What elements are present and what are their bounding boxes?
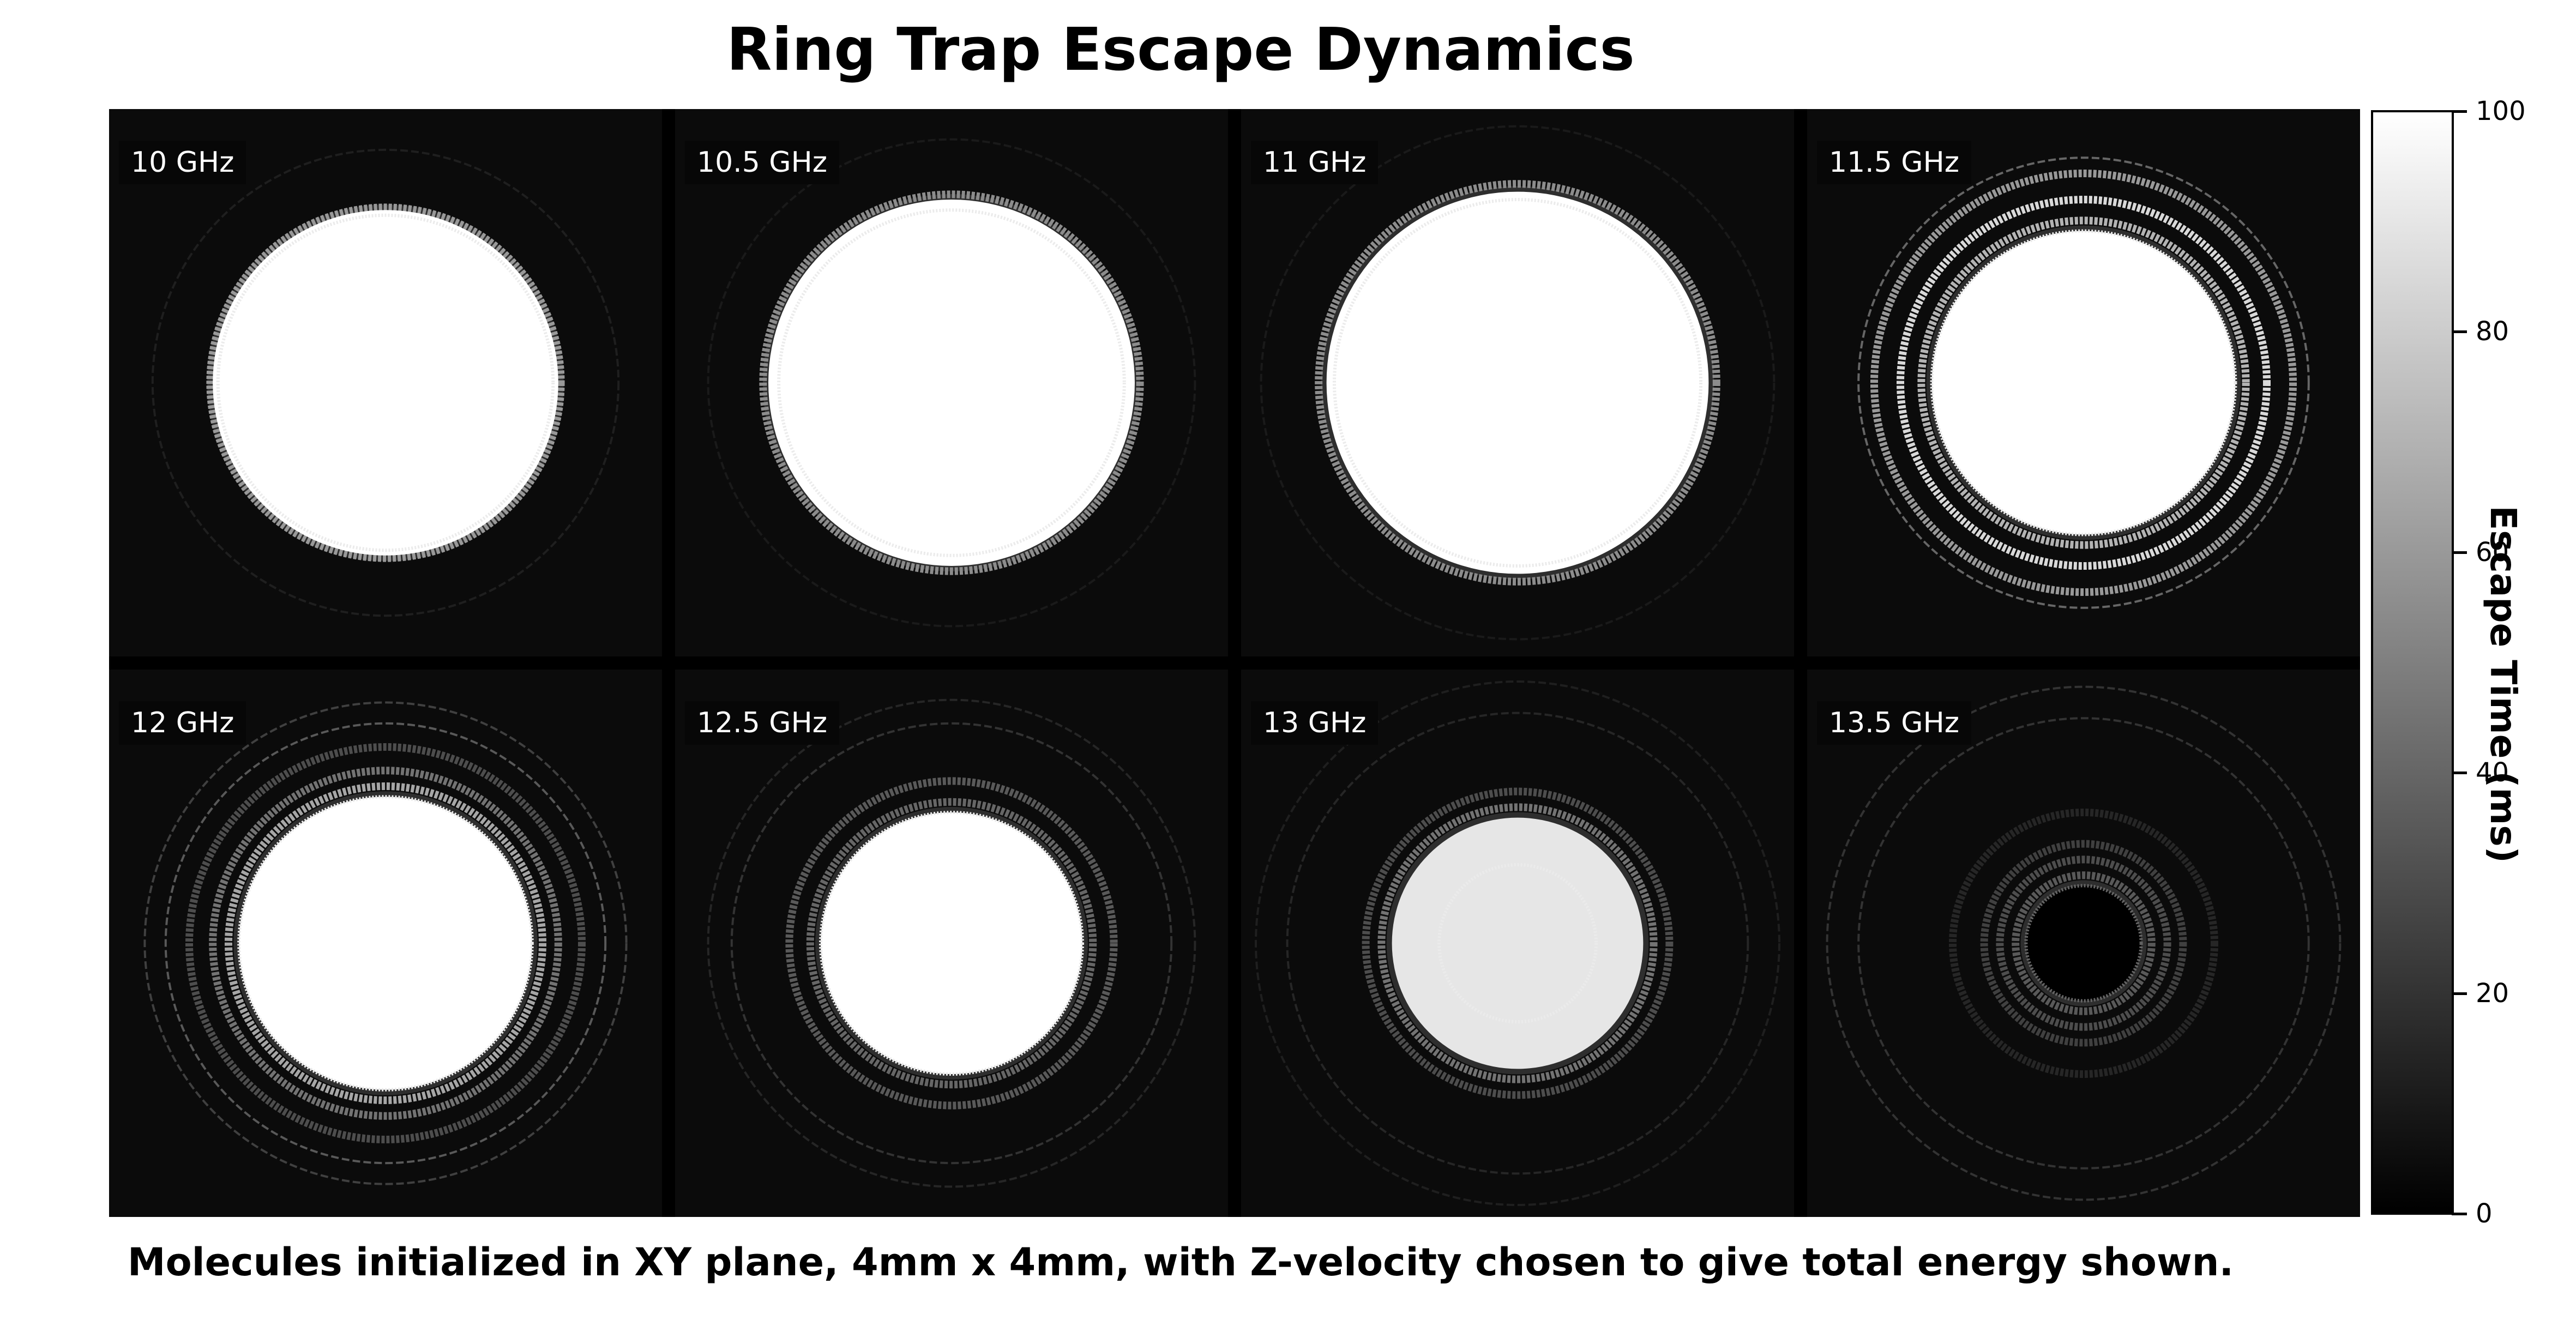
escape-ring <box>707 138 1196 628</box>
escape-ring <box>806 798 1097 1089</box>
trapped-core <box>768 200 1135 566</box>
colorbar-tick <box>2452 330 2467 334</box>
escape-ring <box>1870 170 2297 596</box>
colorbar-tick <box>2452 1213 2467 1215</box>
transition-band <box>777 208 1126 557</box>
transition-band <box>216 213 555 552</box>
escape-ring <box>206 203 565 562</box>
escape-ring <box>1917 216 2250 549</box>
colorbar-tick-label: 40 <box>2476 757 2509 788</box>
panel-plot <box>707 698 1196 1188</box>
heatmap-panel: 13.5 GHz <box>1807 670 2360 1217</box>
trapped-core <box>213 210 558 556</box>
panel-plot <box>1260 125 1775 641</box>
panel-plot <box>143 701 628 1185</box>
panel-label: 12.5 GHz <box>685 701 840 745</box>
colorbar-tick <box>2452 772 2467 775</box>
escape-ring <box>1260 125 1775 641</box>
escape-ring <box>151 148 620 617</box>
colorbar-tick-label: 60 <box>2476 537 2509 568</box>
panel-label: 10 GHz <box>119 141 246 184</box>
transition-band <box>237 795 534 1092</box>
escape-ring <box>1377 803 1658 1083</box>
trapped-core <box>1326 191 1709 574</box>
panel-grid: 10 GHz 10.5 GHz 11 GHz 11.5 GHz 12 GHz 12.5 G… <box>109 109 2360 1217</box>
chart-caption: Molecules initialized in XY plane, 4mm x… <box>127 1240 2234 1285</box>
panel-plot <box>1857 156 2310 609</box>
colorbar-tick <box>2452 992 2467 995</box>
heatmap-panel: 13 GHz <box>1241 670 1794 1217</box>
trapped-core <box>1931 231 2236 535</box>
escape-ring <box>759 190 1144 575</box>
colorbar-tick-label: 20 <box>2476 978 2509 1009</box>
colorbar-tick <box>2452 551 2467 554</box>
escape-ring <box>1286 712 1749 1175</box>
heatmap-panel: 12 GHz <box>109 670 662 1217</box>
escape-ring <box>1315 180 1720 586</box>
heatmap-panel: 11 GHz <box>1241 109 1794 656</box>
colorbar <box>2371 110 2454 1215</box>
trapped-core <box>2026 885 2141 1001</box>
escape-ring <box>1949 809 2218 1078</box>
panel-label: 13.5 GHz <box>1817 701 1972 745</box>
escape-ring <box>785 777 1118 1110</box>
escape-ring <box>225 782 546 1104</box>
transition-band <box>1437 863 1598 1023</box>
panel-plot <box>1826 685 2342 1201</box>
panel-label: 10.5 GHz <box>685 141 840 184</box>
panel-label: 11 GHz <box>1251 141 1379 184</box>
trapped-core <box>239 797 532 1090</box>
escape-ring <box>2012 871 2156 1015</box>
transition-band <box>1333 198 1702 568</box>
transition-band <box>2024 884 2143 1003</box>
colorbar-label: Escape Time (ms) <box>2482 505 2524 863</box>
chart-title: Ring Trap Escape Dynamics <box>726 16 1635 84</box>
escape-ring <box>1857 717 2310 1170</box>
escape-ring <box>707 698 1196 1188</box>
escape-ring <box>1980 840 2187 1047</box>
heatmap-panel: 12.5 GHz <box>675 670 1228 1217</box>
panel-label: 11.5 GHz <box>1817 141 1972 184</box>
colorbar-tick <box>2452 110 2467 113</box>
escape-ring <box>1857 156 2310 609</box>
escape-ring <box>730 722 1173 1165</box>
panel-plot <box>707 138 1196 628</box>
escape-ring <box>1255 680 1780 1206</box>
escape-ring <box>143 701 628 1185</box>
heatmap-panel: 10 GHz <box>109 109 662 656</box>
colorbar-tick-label: 100 <box>2476 96 2526 126</box>
panel-plot <box>151 148 620 617</box>
escape-ring <box>185 743 586 1143</box>
escape-ring <box>209 767 562 1120</box>
panel-plot <box>1255 680 1780 1206</box>
escape-ring <box>1362 787 1674 1099</box>
escape-ring <box>1996 855 2171 1031</box>
escape-ring <box>164 722 607 1165</box>
transition-band <box>819 811 1084 1076</box>
escape-ring <box>1897 196 2271 570</box>
colorbar-tick-label: 0 <box>2476 1198 2493 1229</box>
panel-label: 13 GHz <box>1251 701 1379 745</box>
trapped-core <box>1392 817 1644 1069</box>
heatmap-panel: 11.5 GHz <box>1807 109 2360 656</box>
escape-ring <box>1826 685 2342 1201</box>
trapped-core <box>821 812 1082 1074</box>
colorbar-tick-label: 80 <box>2476 316 2509 347</box>
transition-band <box>1930 229 2237 537</box>
heatmap-panel: 10.5 GHz <box>675 109 1228 656</box>
panel-label: 12 GHz <box>119 701 246 745</box>
